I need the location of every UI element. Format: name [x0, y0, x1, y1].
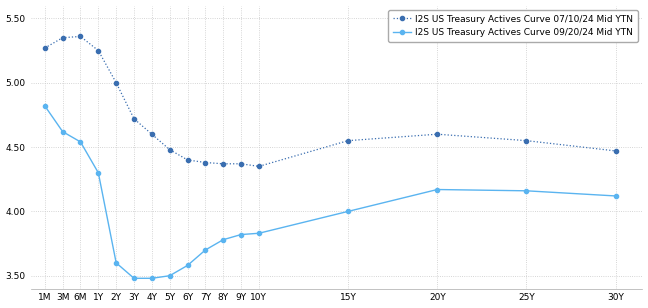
I2S US Treasury Actives Curve 07/10/24 Mid YTN [255, 164, 263, 168]
I2S US Treasury Actives Curve 09/20/24 Mid YTN [95, 171, 102, 175]
I2S US Treasury Actives Curve 09/20/24 Mid YTN [344, 209, 352, 213]
I2S US Treasury Actives Curve 09/20/24 Mid YTN [612, 194, 619, 198]
I2S US Treasury Actives Curve 07/10/24 Mid YTN [237, 162, 245, 166]
I2S US Treasury Actives Curve 09/20/24 Mid YTN [522, 189, 530, 193]
I2S US Treasury Actives Curve 07/10/24 Mid YTN [148, 132, 156, 136]
I2S US Treasury Actives Curve 09/20/24 Mid YTN [112, 261, 120, 265]
I2S US Treasury Actives Curve 07/10/24 Mid YTN [76, 34, 84, 38]
I2S US Treasury Actives Curve 07/10/24 Mid YTN [202, 161, 209, 164]
I2S US Treasury Actives Curve 07/10/24 Mid YTN [95, 49, 102, 52]
I2S US Treasury Actives Curve 09/20/24 Mid YTN [219, 238, 227, 241]
I2S US Treasury Actives Curve 07/10/24 Mid YTN [130, 117, 138, 121]
I2S US Treasury Actives Curve 07/10/24 Mid YTN [612, 149, 619, 153]
Line: I2S US Treasury Actives Curve 09/20/24 Mid YTN: I2S US Treasury Actives Curve 09/20/24 M… [43, 104, 618, 280]
I2S US Treasury Actives Curve 09/20/24 Mid YTN [434, 188, 441, 191]
I2S US Treasury Actives Curve 09/20/24 Mid YTN [237, 233, 245, 237]
I2S US Treasury Actives Curve 09/20/24 Mid YTN [255, 231, 263, 235]
I2S US Treasury Actives Curve 09/20/24 Mid YTN [166, 274, 174, 278]
I2S US Treasury Actives Curve 09/20/24 Mid YTN [148, 277, 156, 280]
I2S US Treasury Actives Curve 09/20/24 Mid YTN [76, 140, 84, 144]
I2S US Treasury Actives Curve 07/10/24 Mid YTN [183, 158, 191, 162]
I2S US Treasury Actives Curve 09/20/24 Mid YTN [130, 277, 138, 280]
Line: I2S US Treasury Actives Curve 07/10/24 Mid YTN: I2S US Treasury Actives Curve 07/10/24 M… [43, 34, 618, 168]
I2S US Treasury Actives Curve 09/20/24 Mid YTN [41, 104, 49, 108]
I2S US Treasury Actives Curve 07/10/24 Mid YTN [112, 81, 120, 85]
I2S US Treasury Actives Curve 07/10/24 Mid YTN [219, 162, 227, 166]
I2S US Treasury Actives Curve 07/10/24 Mid YTN [344, 139, 352, 143]
Legend: I2S US Treasury Actives Curve 07/10/24 Mid YTN, I2S US Treasury Actives Curve 09: I2S US Treasury Actives Curve 07/10/24 M… [388, 10, 638, 42]
I2S US Treasury Actives Curve 09/20/24 Mid YTN [59, 130, 67, 133]
I2S US Treasury Actives Curve 07/10/24 Mid YTN [522, 139, 530, 143]
I2S US Treasury Actives Curve 07/10/24 Mid YTN [59, 36, 67, 39]
I2S US Treasury Actives Curve 07/10/24 Mid YTN [41, 46, 49, 50]
I2S US Treasury Actives Curve 07/10/24 Mid YTN [166, 148, 174, 152]
I2S US Treasury Actives Curve 09/20/24 Mid YTN [183, 264, 191, 267]
I2S US Treasury Actives Curve 09/20/24 Mid YTN [202, 248, 209, 252]
I2S US Treasury Actives Curve 07/10/24 Mid YTN [434, 132, 441, 136]
